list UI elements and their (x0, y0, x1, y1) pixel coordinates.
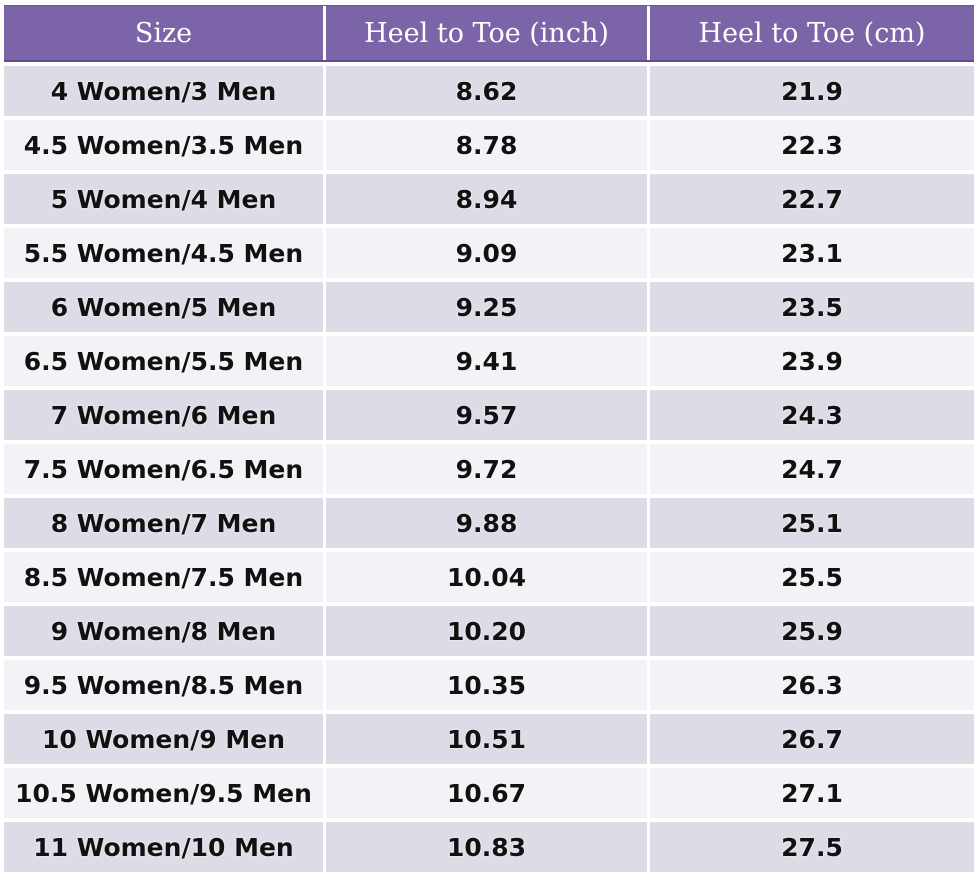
cm-cell: 27.5 (781, 832, 843, 862)
header-heel-to-toe-inch: Heel to Toe (inch) (326, 6, 650, 60)
cm-cell: 23.5 (781, 292, 843, 322)
inch-cell: 8.78 (326, 120, 650, 170)
inch-cell: 9.09 (326, 228, 650, 278)
size-cell: 5.5 Women/4.5 Men (4, 228, 326, 278)
inch-cell: 10.20 (326, 606, 650, 656)
size-cell: 9.5 Women/8.5 Men (4, 660, 326, 710)
cm-cell: 25.5 (781, 562, 843, 592)
table-row: 10 Women/9 Men 10.51 26.7 (4, 714, 974, 764)
cm-cell: 25.9 (781, 616, 843, 646)
header-heel-to-toe-cm: Heel to Toe (cm) (698, 17, 926, 49)
table-row: 9 Women/8 Men 10.20 25.9 (4, 606, 974, 656)
inch-cell: 10.51 (326, 714, 650, 764)
header-size: Size (4, 6, 326, 60)
inch-cell: 10.67 (326, 768, 650, 818)
size-cell: 11 Women/10 Men (4, 822, 326, 872)
table-row: 11 Women/10 Men 10.83 27.5 (4, 822, 974, 872)
inch-cell: 9.88 (326, 498, 650, 548)
inch-cell: 10.04 (326, 552, 650, 602)
table-row: 8 Women/7 Men 9.88 25.1 (4, 498, 974, 548)
size-cell: 4 Women/3 Men (4, 66, 326, 116)
table-row: 7.5 Women/6.5 Men 9.72 24.7 (4, 444, 974, 494)
cm-cell: 24.7 (781, 454, 843, 484)
table-row: 9.5 Women/8.5 Men 10.35 26.3 (4, 660, 974, 710)
size-cell: 10 Women/9 Men (4, 714, 326, 764)
table-row: 5 Women/4 Men 8.94 22.7 (4, 174, 974, 224)
table-row: 6.5 Women/5.5 Men 9.41 23.9 (4, 336, 974, 386)
cm-cell: 23.1 (781, 238, 843, 268)
table-row: 5.5 Women/4.5 Men 9.09 23.1 (4, 228, 974, 278)
table-row: 6 Women/5 Men 9.25 23.5 (4, 282, 974, 332)
size-cell: 5 Women/4 Men (4, 174, 326, 224)
size-cell: 6.5 Women/5.5 Men (4, 336, 326, 386)
table-row: 10.5 Women/9.5 Men 10.67 27.1 (4, 768, 974, 818)
cm-cell: 22.7 (781, 184, 843, 214)
cm-cell: 22.3 (781, 130, 843, 160)
inch-cell: 9.25 (326, 282, 650, 332)
inch-cell: 10.83 (326, 822, 650, 872)
size-chart-table: Size Heel to Toe (inch) Heel to Toe (cm)… (4, 5, 974, 872)
table-row: 7 Women/6 Men 9.57 24.3 (4, 390, 974, 440)
cm-cell: 24.3 (781, 400, 843, 430)
cm-cell: 23.9 (781, 346, 843, 376)
size-cell: 6 Women/5 Men (4, 282, 326, 332)
size-cell: 4.5 Women/3.5 Men (4, 120, 326, 170)
size-cell: 7 Women/6 Men (4, 390, 326, 440)
table-row: 8.5 Women/7.5 Men 10.04 25.5 (4, 552, 974, 602)
cm-cell: 27.1 (781, 778, 843, 808)
size-cell: 7.5 Women/6.5 Men (4, 444, 326, 494)
table-header: Size Heel to Toe (inch) Heel to Toe (cm) (4, 5, 974, 62)
inch-cell: 8.62 (326, 66, 650, 116)
inch-cell: 9.41 (326, 336, 650, 386)
size-cell: 8.5 Women/7.5 Men (4, 552, 326, 602)
size-cell: 10.5 Women/9.5 Men (4, 768, 326, 818)
size-cell: 9 Women/8 Men (4, 606, 326, 656)
inch-cell: 8.94 (326, 174, 650, 224)
inch-cell: 9.72 (326, 444, 650, 494)
cm-cell: 26.3 (781, 670, 843, 700)
inch-cell: 10.35 (326, 660, 650, 710)
inch-cell: 9.57 (326, 390, 650, 440)
table-row: 4 Women/3 Men 8.62 21.9 (4, 66, 974, 116)
cm-cell: 25.1 (781, 508, 843, 538)
cm-cell: 21.9 (781, 76, 843, 106)
cm-cell: 26.7 (781, 724, 843, 754)
size-cell: 8 Women/7 Men (4, 498, 326, 548)
table-row: 4.5 Women/3.5 Men 8.78 22.3 (4, 120, 974, 170)
